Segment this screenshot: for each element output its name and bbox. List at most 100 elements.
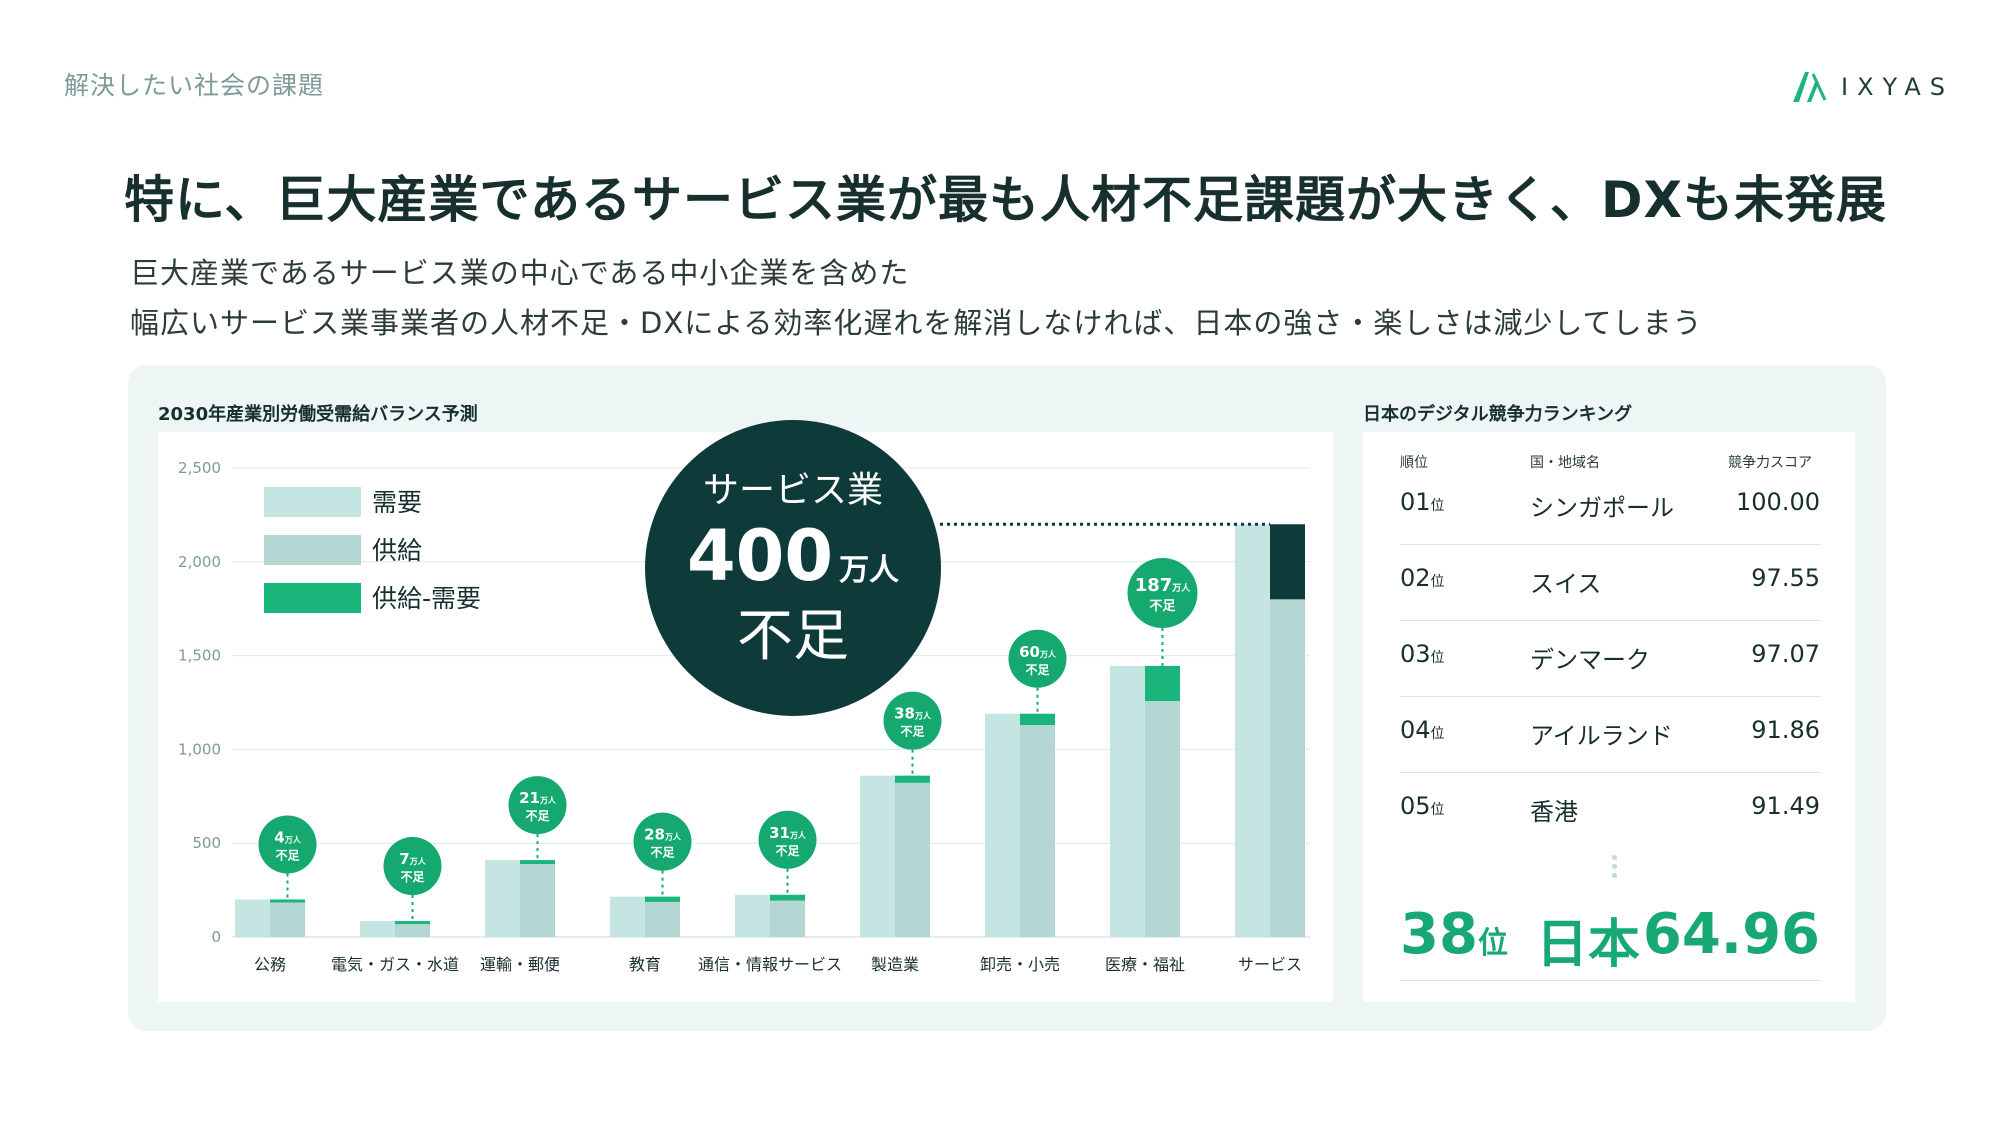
ranking-country: 香港 (1530, 798, 1578, 826)
y-tick-label: 0 (211, 928, 221, 946)
ranking-country: シンガポール (1530, 494, 1674, 522)
shortage-suffix-label: 不足 (650, 846, 674, 860)
shortage-bar (645, 896, 680, 902)
ranking-row: 01位 シンガポール 100.00 (1400, 468, 1820, 545)
shortage-bubble (258, 815, 317, 874)
y-tick-label: 2,000 (178, 553, 221, 571)
ranking-position: 03位 (1400, 640, 1445, 668)
ranking-ellipsis (1612, 855, 1618, 882)
shortage-bar (270, 899, 305, 903)
ranking-country: デンマーク (1530, 646, 1650, 674)
x-tick-label: 運輸・郵便 (480, 955, 560, 974)
shortage-bar (395, 921, 430, 925)
shortage-suffix-label: 不足 (400, 870, 424, 884)
y-tick-label: 1,000 (178, 740, 221, 758)
ranking-row: 04位 アイルランド 91.86 (1400, 696, 1820, 773)
y-tick-label: 2,500 (178, 459, 221, 477)
x-tick-label: 製造業 (871, 955, 919, 974)
shortage-value-label: 187万人 (1135, 575, 1192, 596)
supply-bar (770, 900, 805, 937)
ranking-row: 02位 スイス 97.55 (1400, 544, 1820, 621)
shortage-bubble (508, 776, 567, 835)
shortage-bar (895, 775, 930, 783)
x-tick-label: 電気・ガス・水道 (331, 955, 459, 974)
supply-bar (270, 900, 305, 937)
ranking-position: 02位 (1400, 564, 1445, 592)
shortage-suffix-label: 不足 (1149, 599, 1176, 614)
ranking-score: 97.55 (1751, 564, 1820, 592)
ranking-header-rank: 順位 (1400, 455, 1428, 471)
ranking-score: 91.86 (1751, 716, 1820, 744)
callout-line1: サービス業 (703, 470, 883, 511)
brand-logo: IXYAS (1791, 70, 1954, 104)
ranking-position: 05位 (1400, 792, 1445, 820)
ranking-score: 100.00 (1736, 488, 1820, 516)
ranking-row: 03位 デンマーク 97.07 (1400, 620, 1820, 697)
legend-swatch (264, 487, 361, 517)
ranking-header-country: 国・地域名 (1530, 455, 1600, 471)
japan-country: 日本 (1536, 915, 1641, 975)
x-tick-label: 医療・福祉 (1105, 955, 1185, 974)
supply-bar (520, 864, 555, 937)
japan-position: 38位 (1400, 902, 1508, 967)
shortage-bubble (1127, 558, 1198, 628)
ranking-row: 05位 香港 91.49 (1400, 772, 1820, 848)
shortage-bar (1145, 665, 1180, 701)
shortage-suffix-label: 不足 (1025, 663, 1049, 677)
shortage-suffix-label: 不足 (900, 725, 924, 739)
shortage-value-label: 28万人 (644, 826, 682, 844)
x-tick-label: 教育 (629, 955, 661, 974)
supply-bar (895, 782, 930, 937)
callout-number: 400 万人 (687, 515, 899, 597)
callout-circle (645, 420, 941, 716)
ixyas-logo-icon (1793, 72, 1827, 102)
shortage-value-label: 4万人 (274, 828, 301, 846)
shortage-value-label: 7万人 (399, 850, 426, 868)
brand-name: IXYAS (1841, 73, 1954, 101)
legend-swatch (264, 583, 361, 613)
ranking-header-score: 競争力スコア (1728, 455, 1812, 471)
shortage-value-label: 60万人 (1019, 643, 1057, 661)
supply-bar (1020, 725, 1055, 937)
legend-label: 需要 (372, 488, 422, 517)
ranking-score: 97.07 (1751, 640, 1820, 668)
shortage-suffix-label: 不足 (775, 844, 799, 858)
shortage-value-label: 38万人 (894, 705, 932, 723)
shortage-bar (1270, 524, 1305, 600)
shortage-suffix-label: 不足 (525, 809, 549, 823)
subtitle-line-2: 幅広いサービス業事業者の人材不足・DXによる効率化遅れを解消しなければ、日本の強… (130, 306, 1703, 340)
section-label: 解決したい社会の課題 (64, 71, 325, 100)
y-tick-label: 1,500 (178, 647, 221, 665)
shortage-bar (520, 860, 555, 865)
shortage-bubble (758, 810, 817, 869)
ranking-position: 04位 (1400, 716, 1445, 744)
legend-swatch (264, 535, 361, 565)
ranking-country: アイルランド (1530, 722, 1673, 750)
supply-bar (645, 901, 680, 937)
supply-bar (395, 922, 430, 937)
ranking-country: スイス (1530, 570, 1602, 598)
ranking-japan-row: 38位 日本 64.96 (1400, 900, 1820, 981)
x-tick-label: 公務 (254, 955, 286, 974)
x-tick-label: サービス (1238, 955, 1302, 974)
shortage-value-label: 21万人 (519, 789, 557, 807)
shortage-bubble (633, 812, 692, 871)
legend-label: 供給 (372, 536, 422, 565)
shortage-bar (1020, 713, 1055, 726)
japan-score: 64.96 (1642, 902, 1820, 967)
y-tick-label: 500 (192, 834, 221, 852)
chart-title: 2030年産業別労働受需給バランス予測 (158, 404, 478, 425)
ranking-title: 日本のデジタル競争力ランキング (1363, 404, 1633, 425)
ranking-score: 91.49 (1751, 792, 1820, 820)
headline: 特に、巨大産業であるサービス業が最も人材不足課題が大きく、DXも未発展 (124, 171, 1888, 229)
ranking-card (1363, 432, 1855, 1002)
callout-line3: 不足 (737, 604, 849, 669)
shortage-bubble (883, 691, 942, 750)
subtitle-line-1: 巨大産業であるサービス業の中心である中小企業を含めた (130, 256, 910, 290)
x-tick-label: 通信・情報サービス (698, 955, 842, 974)
shortage-bubble (1008, 629, 1067, 688)
supply-bar (1145, 700, 1180, 937)
shortage-value-label: 31万人 (769, 824, 807, 842)
legend-label: 供給-需要 (372, 584, 481, 613)
